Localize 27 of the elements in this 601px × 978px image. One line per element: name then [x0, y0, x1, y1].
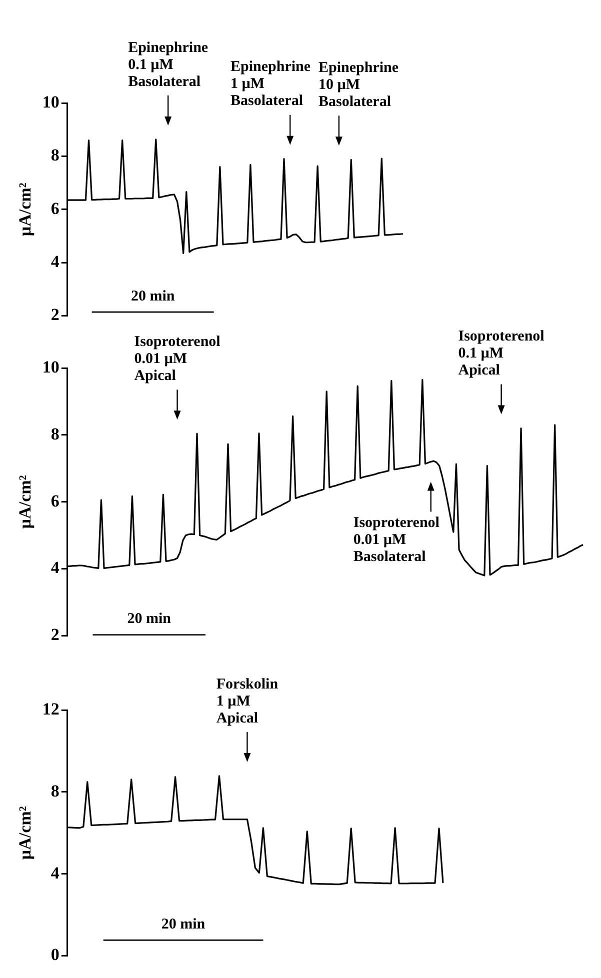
annotation: Isoproterenol 0.1 µM Apical [458, 328, 544, 379]
y-tick-label: 4 [50, 252, 60, 271]
y-tick-label: 10 [42, 92, 60, 112]
annotation: Isoproterenol 0.01 µM Basolateral [353, 515, 440, 566]
annotation: Isoproterenol 0.01 µM Apical [134, 334, 220, 384]
y-tick-label: 8 [50, 424, 60, 444]
y-tick-label: 8 [50, 781, 60, 800]
y-tick-label: 10 [42, 357, 60, 376]
annotation: Epinephrine 1 µM Basolateral [230, 59, 311, 110]
annotation: Epinephrine 10 µM Basolateral [318, 60, 399, 110]
y-tick-label: 12 [42, 699, 60, 718]
y-axis-title: µA/cm² [16, 806, 35, 860]
text: Epinephrine 0.1 µM Basolateral [128, 40, 208, 90]
y-tick-label: 2 [50, 305, 60, 324]
annotation: 20 min [127, 611, 172, 628]
y-tick-label: 2 [50, 625, 60, 644]
annotation: 20 min [161, 916, 206, 933]
y-tick-label: 8 [50, 146, 60, 165]
y-tick-label: 4 [50, 558, 60, 578]
annotation: 20 min [130, 288, 176, 304]
y-axis-title: µA/cm² [16, 182, 35, 236]
y-tick-label: 0 [50, 945, 60, 964]
annotation: Forskolin 1 µM Apical [216, 676, 279, 726]
y-tick-label: 6 [50, 198, 60, 218]
y-tick-label: 6 [50, 491, 60, 510]
y-tick-label: 4 [50, 863, 60, 882]
y-axis-title: µA/cm² [16, 475, 35, 529]
